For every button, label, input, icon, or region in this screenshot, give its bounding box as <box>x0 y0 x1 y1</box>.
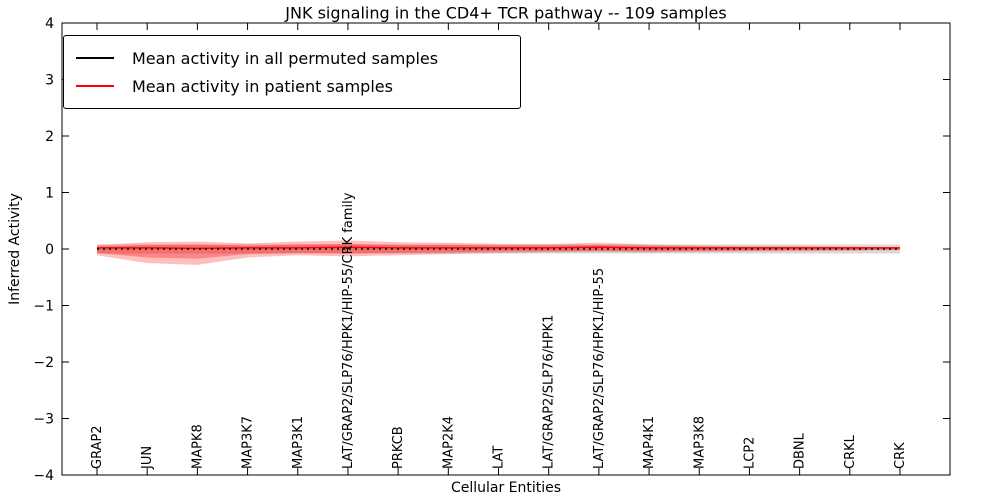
y-tick-label: −3 <box>33 412 54 428</box>
chart-title: JNK signaling in the CD4+ TCR pathway --… <box>285 3 727 23</box>
x-tick-label: MAP2K4 <box>441 416 456 469</box>
x-tick-label: JUN <box>140 446 155 470</box>
legend-item-permuted: Mean activity in all permuted samples <box>76 44 508 72</box>
legend-line-permuted-icon <box>76 57 114 59</box>
x-tick-label: GRAP2 <box>90 425 105 469</box>
y-tick-label: −1 <box>33 299 54 315</box>
y-tick-label: −2 <box>33 355 54 371</box>
y-axis-label: Inferred Activity <box>7 193 23 305</box>
x-tick-label: MAP3K1 <box>291 416 306 469</box>
legend: Mean activity in all permuted samples Me… <box>63 35 521 109</box>
x-tick-label: DBNL <box>793 432 808 469</box>
x-tick-label: MAPK8 <box>190 424 205 469</box>
x-axis-label: Cellular Entities <box>450 480 562 496</box>
x-tick-label: LAT/GRAP2/SLP76/HPK1/HIP-55/CRK family <box>341 192 356 469</box>
legend-line-patient-icon <box>76 85 114 87</box>
y-tick-label: 1 <box>45 186 54 202</box>
patient-std-outer-band-area <box>97 240 900 265</box>
x-tick-label: PRKCB <box>391 426 406 469</box>
x-tick-label: LCP2 <box>742 437 757 469</box>
legend-label-patient: Mean activity in patient samples <box>132 76 393 96</box>
x-tick-label: LAT <box>492 446 507 469</box>
x-tick-label: MAP3K7 <box>241 416 256 469</box>
x-tick-label: CRK <box>893 442 908 469</box>
x-tick-label: MAP4K1 <box>642 416 657 469</box>
x-tick-label: LAT/GRAP2/SLP76/HPK1 <box>542 315 557 469</box>
series-line <box>97 246 900 250</box>
x-tick-label: MAP3K8 <box>692 416 707 469</box>
permuted-std-band-area <box>97 244 900 254</box>
x-tick-label: LAT/GRAP2/SLP76/HPK1/HIP-55 <box>592 268 607 469</box>
y-tick-label: 2 <box>45 129 54 145</box>
y-tick-label: −4 <box>33 468 54 484</box>
y-tick-label: 0 <box>45 242 54 258</box>
x-tick-label: CRKL <box>843 434 858 469</box>
y-tick-label: 4 <box>45 16 54 32</box>
y-tick-label: 3 <box>45 73 54 89</box>
legend-label-permuted: Mean activity in all permuted samples <box>132 48 439 68</box>
legend-item-patient: Mean activity in patient samples <box>76 72 508 100</box>
